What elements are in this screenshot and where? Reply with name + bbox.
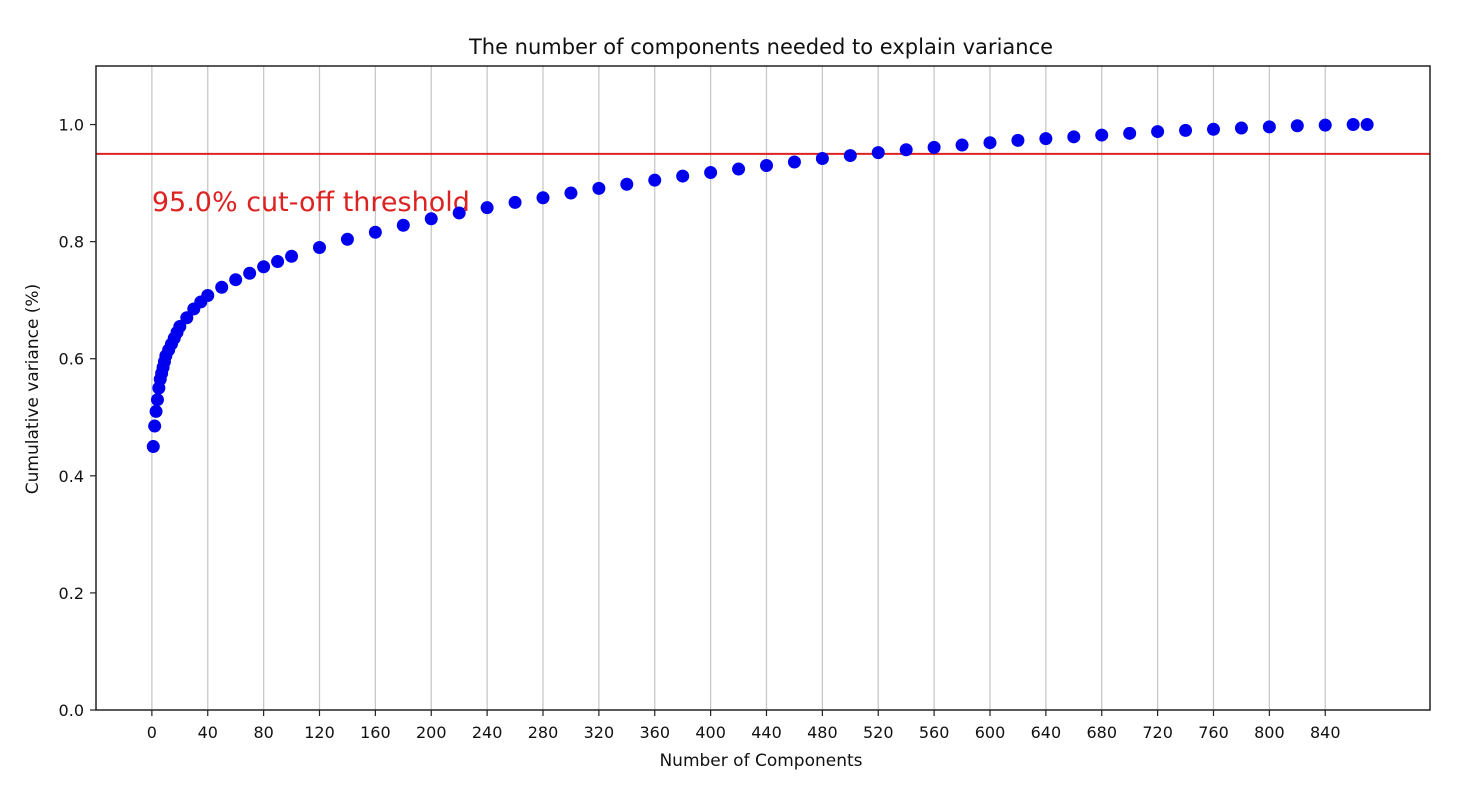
data-point (536, 191, 550, 205)
data-point (149, 404, 163, 418)
data-point (285, 249, 299, 263)
data-point (201, 288, 215, 302)
x-tick-label: 160 (360, 723, 391, 742)
x-tick-label: 40 (198, 723, 218, 742)
x-tick-label: 600 (975, 723, 1006, 742)
y-axis-ticks: 0.0 0.2 0.4 0.6 0.8 1.0 (59, 116, 96, 720)
data-point (480, 201, 494, 215)
data-point (150, 393, 164, 407)
data-point (787, 155, 801, 169)
data-point (1346, 118, 1360, 132)
data-point (899, 143, 913, 157)
data-point (732, 162, 746, 176)
data-points (146, 118, 1374, 454)
data-point (312, 240, 326, 254)
data-point (759, 159, 773, 173)
y-tick-label: 0.0 (59, 701, 84, 720)
data-point (424, 212, 438, 226)
x-tick-label: 480 (807, 723, 838, 742)
plot-frame (95, 65, 1431, 711)
data-point (1011, 133, 1025, 147)
x-tick-label: 0 (147, 723, 157, 742)
x-tick-label: 360 (639, 723, 670, 742)
data-point (1206, 122, 1220, 136)
x-tick-label: 120 (304, 723, 335, 742)
data-point (271, 255, 285, 269)
x-tick-label: 400 (695, 723, 726, 742)
x-tick-label: 760 (1198, 723, 1229, 742)
y-axis-label: Cumulative variance (%) (23, 284, 43, 494)
data-point (180, 311, 194, 325)
x-tick-label: 200 (416, 723, 447, 742)
x-tick-label: 320 (584, 723, 615, 742)
data-point (927, 140, 941, 154)
x-tick-label: 680 (1086, 723, 1117, 742)
data-point (1318, 118, 1332, 132)
data-point (1151, 125, 1165, 139)
y-tick-label: 0.2 (59, 584, 84, 603)
data-point (955, 138, 969, 152)
data-point (452, 206, 466, 220)
x-tick-label: 800 (1254, 723, 1285, 742)
data-point (396, 218, 410, 232)
y-tick-label: 1.0 (59, 116, 84, 135)
data-point (508, 195, 522, 209)
data-point (1290, 119, 1304, 133)
data-point (215, 280, 229, 294)
x-axis-ticks: 0 40 80 120 160 200 240 280 320 360 400 440 480 520 56… (147, 710, 1341, 742)
threshold-label: 95.0% cut-off threshold (152, 187, 470, 218)
data-point (257, 260, 271, 274)
data-point (592, 181, 606, 195)
data-point (368, 225, 382, 239)
x-tick-label: 240 (472, 723, 503, 742)
chart-title: The number of components needed to expla… (468, 35, 1053, 59)
data-point (1095, 128, 1109, 142)
data-point (871, 146, 885, 160)
x-tick-label: 560 (919, 723, 950, 742)
data-point (229, 273, 243, 287)
data-point (148, 419, 162, 433)
x-tick-label: 520 (863, 723, 894, 742)
data-point (1234, 121, 1248, 135)
x-tick-label: 720 (1142, 723, 1173, 742)
x-tick-label: 440 (751, 723, 782, 742)
data-point (648, 173, 662, 187)
x-tick-label: 280 (528, 723, 559, 742)
y-tick-label: 0.6 (59, 350, 84, 369)
data-point (173, 320, 187, 334)
data-point (1067, 130, 1081, 144)
data-point (340, 232, 354, 246)
data-point (1360, 118, 1374, 132)
x-tick-label: 640 (1031, 723, 1062, 742)
data-point (983, 136, 997, 150)
data-point (704, 166, 718, 180)
data-point (1179, 123, 1193, 137)
threshold-group: 95.0% cut-off threshold (96, 152, 1430, 218)
y-tick-label: 0.4 (59, 467, 84, 486)
x-tick-label: 80 (253, 723, 273, 742)
data-point (243, 266, 257, 280)
data-point (620, 177, 634, 191)
x-axis-label: Number of Components (659, 751, 862, 771)
data-point (843, 149, 857, 163)
y-tick-label: 0.8 (59, 233, 84, 252)
data-point (146, 440, 160, 454)
data-point (1262, 120, 1276, 134)
data-point (1039, 132, 1053, 146)
data-point (676, 169, 690, 183)
x-tick-label: 840 (1310, 723, 1341, 742)
data-point (1123, 126, 1137, 140)
data-point (815, 152, 829, 166)
data-point (564, 186, 578, 200)
